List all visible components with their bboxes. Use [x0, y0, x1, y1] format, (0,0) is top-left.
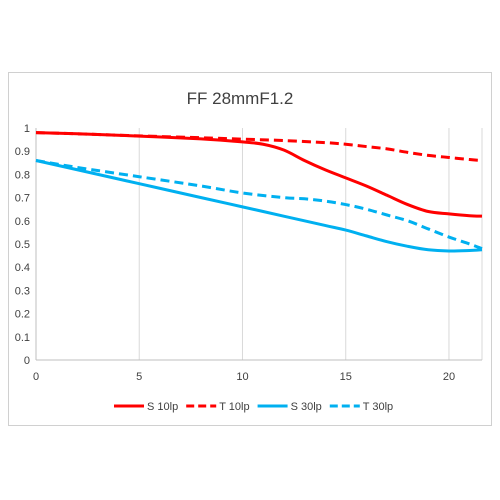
y-tick-label: 0.7	[15, 193, 30, 205]
y-tick-label: 1	[24, 123, 30, 135]
y-tick-label: 0	[24, 355, 30, 367]
y-tick-label: 0.2	[15, 309, 30, 321]
y-tick-label: 0.9	[15, 146, 30, 158]
legend-item: S 30lp	[257, 401, 322, 413]
series-layer	[35, 131, 483, 253]
grid-layer	[138, 128, 483, 360]
legend-item: T 10lp	[186, 401, 250, 413]
y-tick-label: 0.5	[15, 239, 30, 251]
series-line-s-10lp	[35, 131, 483, 218]
legend-item: T 30lp	[329, 401, 393, 413]
series-line-s-30lp	[35, 159, 483, 253]
legend-label: T 10lp	[219, 401, 249, 413]
y-tick-label: 0.6	[15, 216, 30, 228]
series-line-t-30lp	[35, 159, 483, 251]
x-tick-label: 10	[236, 371, 248, 383]
x-tick-label: 0	[33, 371, 39, 383]
y-tick-label: 0.1	[15, 332, 30, 344]
legend-label: T 30lp	[363, 401, 393, 413]
y-tick-label: 0.8	[15, 169, 30, 181]
x-tick-label: 20	[443, 371, 455, 383]
series-line-t-10lp	[35, 131, 483, 162]
chart-title: FF 28mmF1.2	[187, 89, 294, 108]
y-tick-label: 0.3	[15, 285, 30, 297]
axis-layer: 0 5 10 15 20 0 0.1 0.2 0.3 0.4 0.5 0.6 0.7 0.8 0.9 1	[15, 123, 482, 383]
legend-label: S 10lp	[147, 401, 178, 413]
y-tick-label: 0.4	[15, 262, 30, 274]
x-tick-label: 5	[136, 371, 142, 383]
legend-label: S 30lp	[291, 401, 322, 413]
legend-item: S 10lp	[114, 401, 178, 413]
x-tick-label: 15	[340, 371, 352, 383]
chart-frame	[8, 72, 492, 426]
legend: S 10lp T 10lp S 30lp T 30lp	[114, 401, 393, 413]
